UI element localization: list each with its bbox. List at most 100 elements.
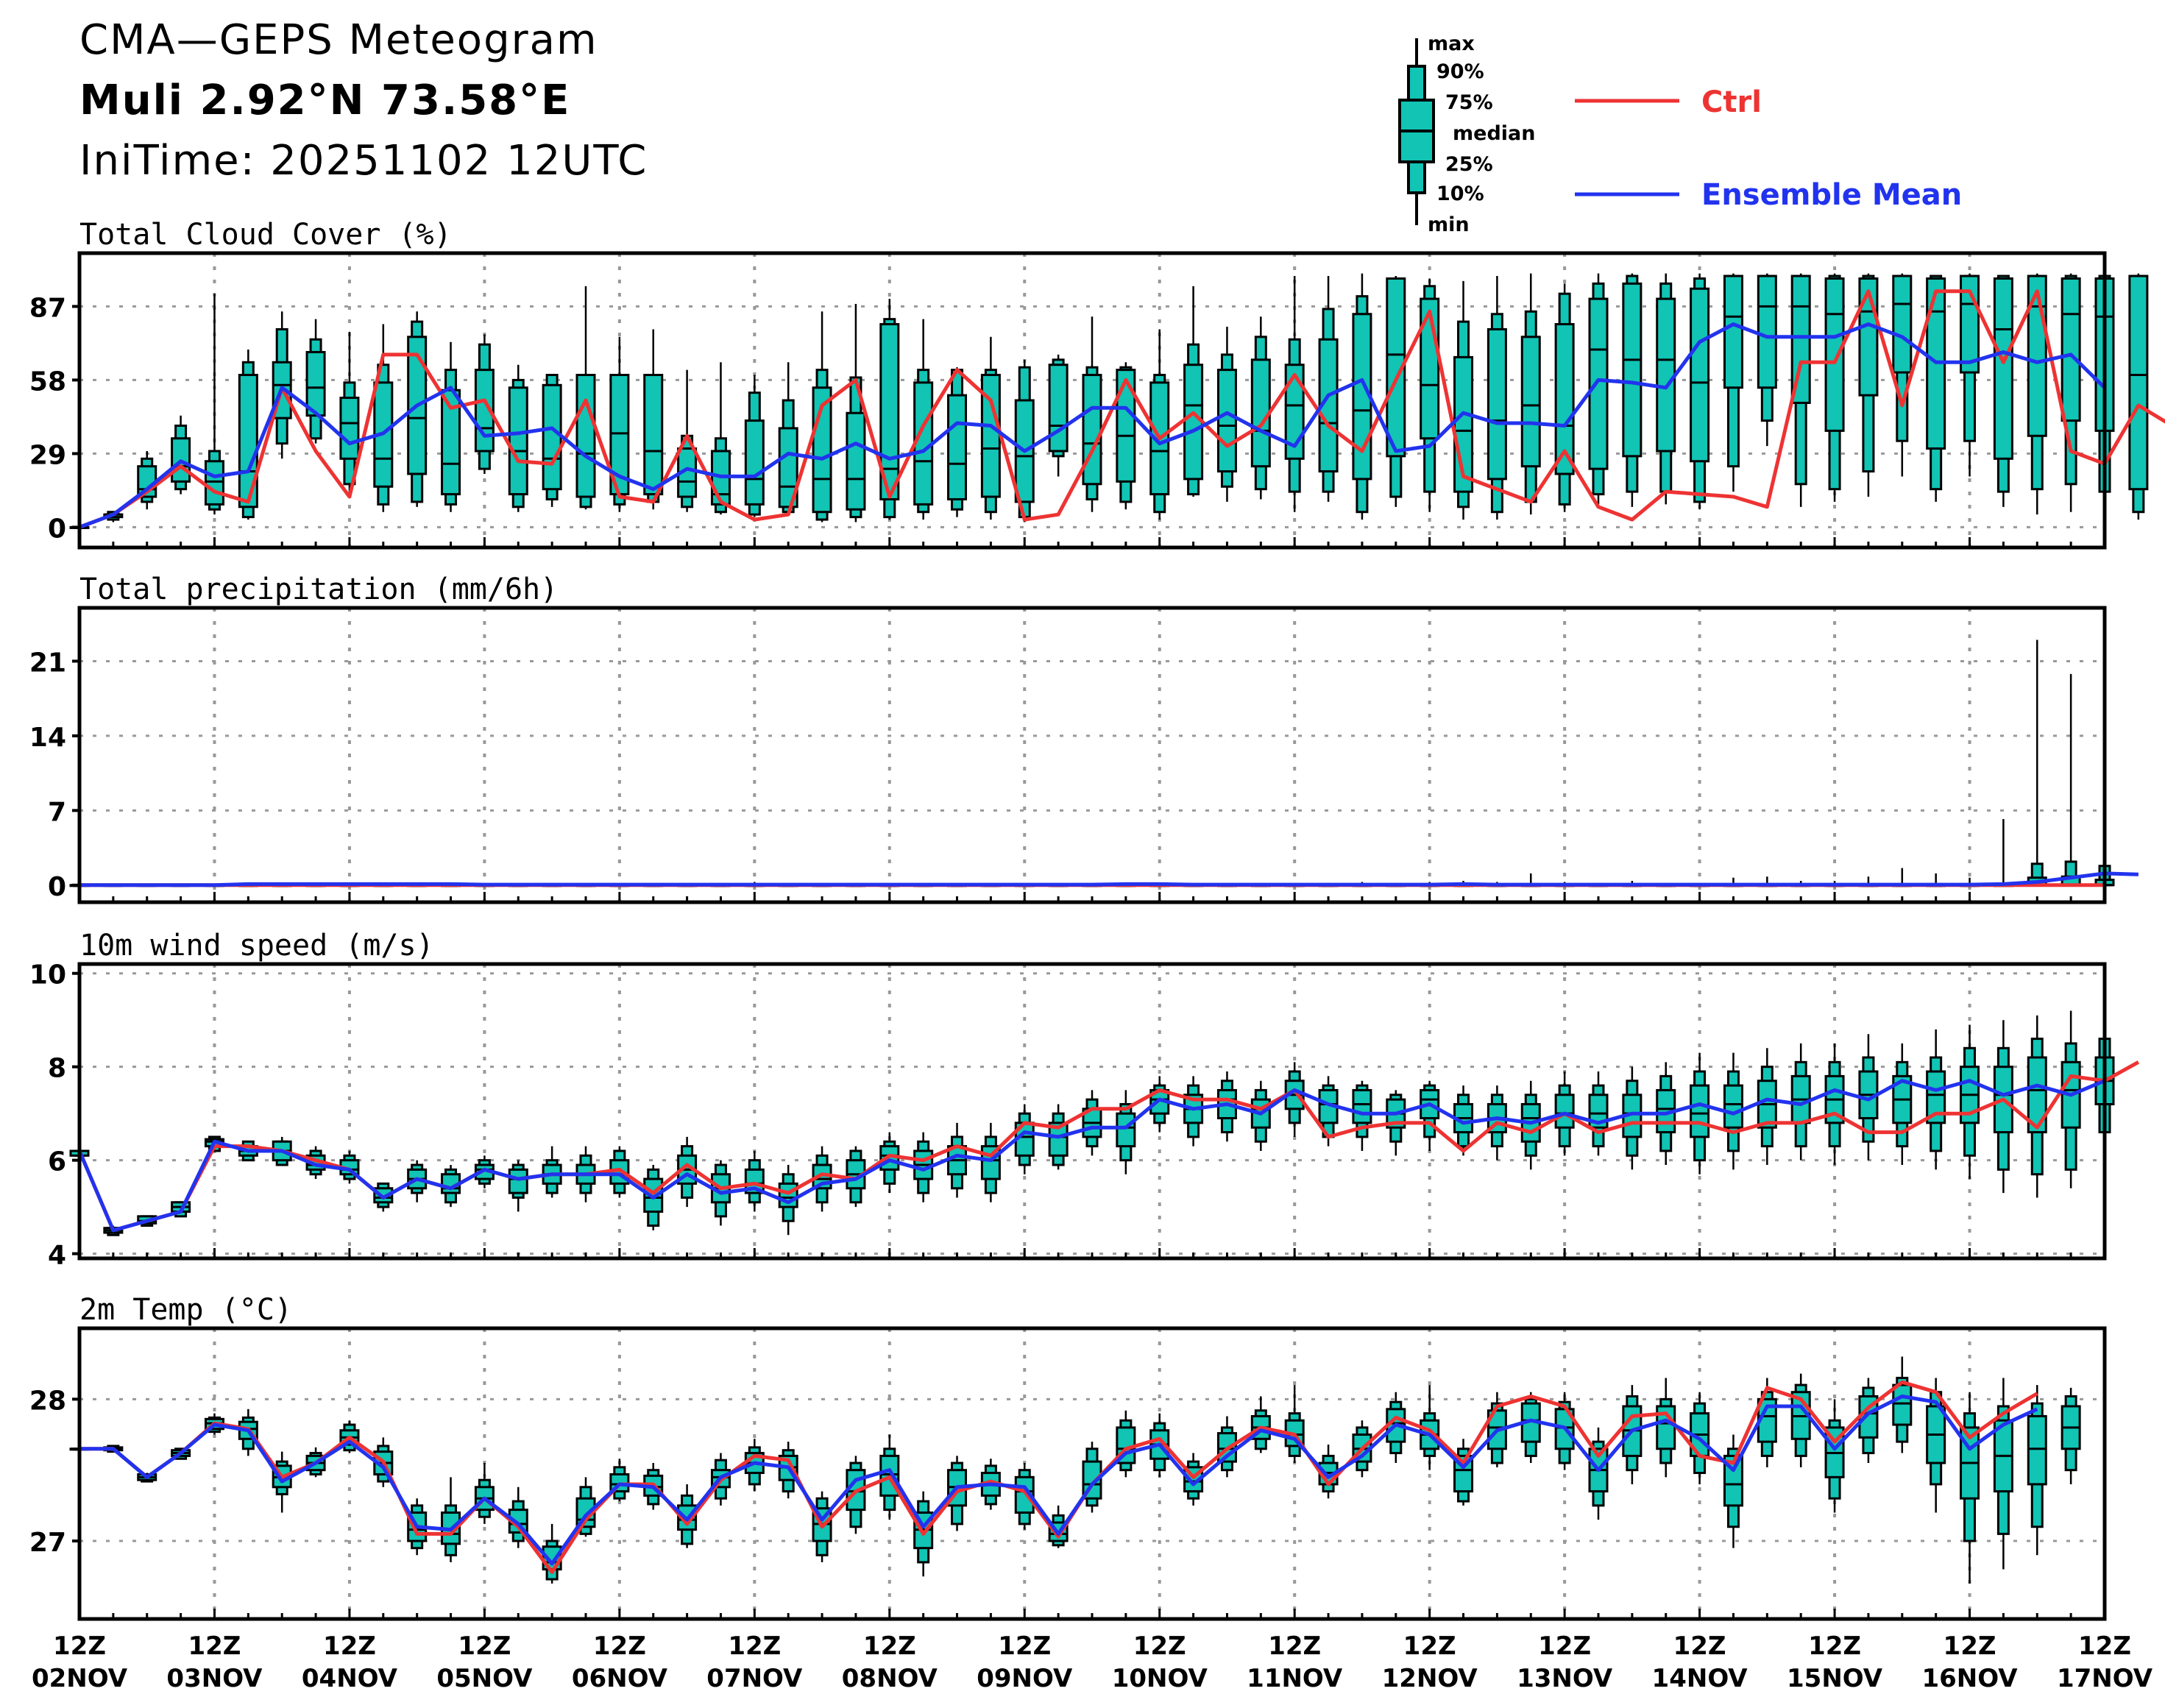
panel-3-box (1116, 1090, 1136, 1174)
legend-label-min: min (1428, 213, 1470, 236)
panel-1-ctrl-line (79, 289, 2165, 529)
panel-1-box (171, 415, 191, 495)
x-date-label: 03NOV (166, 1664, 263, 1693)
page-title: CMA—GEPS Meteogram (79, 16, 598, 64)
panel-1-ytick-label: 29 (29, 440, 66, 470)
panel-1-box (407, 311, 428, 507)
x-hour-label: 12Z (323, 1631, 376, 1661)
panel-1-box-inner (305, 350, 326, 417)
panel-3-box (441, 1165, 461, 1208)
panel-4-mean-line (79, 1395, 2038, 1566)
x-hour-label: 12Z (2078, 1631, 2131, 1661)
panel-4-box (474, 1463, 495, 1524)
panel-1-box (508, 364, 528, 512)
panel-1-box-inner (1082, 374, 1102, 486)
panel-1-box-inner (913, 381, 934, 506)
panel-1-box (542, 374, 562, 507)
panel-2-ytick-label: 14 (29, 723, 66, 753)
panel-3-box (1318, 1076, 1339, 1147)
panel-3-box (1622, 1066, 1643, 1170)
legend-label-median: median (1453, 122, 1535, 145)
x-date-label: 02NOV (32, 1664, 128, 1693)
x-hour-label: 12Z (1538, 1631, 1591, 1661)
panel-1-box (137, 450, 157, 510)
panel-1-box (305, 319, 326, 444)
panel-1-box-inner (1656, 297, 1676, 453)
panel-3-box (778, 1165, 798, 1236)
panel-1-box (441, 341, 461, 512)
legend-mean-label: Ensemble Mean (1701, 178, 1962, 212)
panel-1-box (1318, 276, 1339, 502)
panel-4-box (1824, 1399, 1845, 1513)
panel-1-box (1048, 354, 1069, 477)
panel-1-box (744, 375, 765, 517)
panel-2-frame (77, 606, 2107, 904)
panel-3-box (1183, 1076, 1204, 1147)
x-date-label: 10NOV (1112, 1664, 1208, 1693)
panel-4-box (1284, 1385, 1305, 1464)
panel-1-box (1892, 273, 1913, 477)
x-hour-label: 12Z (1403, 1631, 1456, 1661)
panel-2-ytick-label: 0 (48, 872, 66, 902)
panel-1-box-inner (2027, 274, 2047, 437)
panel-1-box-inner (575, 374, 596, 498)
legend-label-max: max (1428, 32, 1475, 55)
panel-3-mean-line (77, 1079, 2105, 1233)
panel-3-box (1082, 1090, 1102, 1156)
panel-1-total-cloud-cover: Total Cloud Cover (%) 0 29 58 87 (29, 218, 2165, 550)
panel-4-box (1960, 1392, 1980, 1584)
panel-1-box-inner (1892, 274, 1913, 374)
panel-3-box-inner (508, 1168, 528, 1194)
x-hour-label: 12Z (1673, 1631, 1726, 1661)
panel-1-box-inner (1993, 277, 2013, 460)
panel-3-box-inner (1352, 1088, 1372, 1124)
panel-1-box (272, 311, 292, 459)
panel-3-box-inner (1116, 1112, 1136, 1148)
panel-1-box (1622, 273, 1643, 507)
x-date-label: 07NOV (706, 1664, 803, 1693)
x-hour-label: 12Z (1268, 1631, 1321, 1661)
panel-1-box-inner (1250, 358, 1271, 468)
legend-label-10: 10% (1436, 183, 1484, 205)
panel-3-box (2027, 1015, 2047, 1198)
panel-4-title: 2m Temp (°C) (79, 1293, 292, 1327)
legend: max 90% 75% median 25% 10% min Ctrl Ense… (1398, 32, 1962, 236)
panel-1-box-inner (339, 397, 360, 460)
panel-1-box-inner (1690, 287, 1710, 463)
panel-1-box-inner (1520, 336, 1541, 468)
panel-4-box (1790, 1373, 1811, 1467)
panel-3-box (1892, 1043, 1913, 1166)
panel-1-box (677, 369, 698, 512)
panel-4-ytick-label: 27 (29, 1528, 66, 1558)
panel-1-box-inner (204, 460, 224, 506)
panel-1-box (238, 350, 258, 520)
x-date-label: 11NOV (1247, 1664, 1343, 1693)
panel-1-box (1487, 276, 1507, 520)
panel-4-box (1656, 1378, 1676, 1478)
panel-1-box-inner (238, 374, 258, 508)
panel-2-mean-line (79, 871, 2139, 887)
panel-3-box (508, 1160, 528, 1212)
panel-3-box-inner (1554, 1094, 1575, 1129)
panel-1-box-inner (1824, 277, 1845, 432)
panel-4-box (2027, 1385, 2047, 1556)
panel-1-box-inner (744, 419, 765, 506)
panel-3-10m-wind-speed-m-s: 10m wind speed (m/s) 4 6 8 10 (29, 929, 2140, 1271)
panel-1-box (339, 331, 360, 492)
panel-4-box (441, 1477, 461, 1562)
panel-3-box (1420, 1080, 1440, 1151)
x-hour-label: 12Z (728, 1631, 781, 1661)
panel-1-box (1554, 283, 1575, 512)
panel-1-box (1453, 280, 1474, 520)
panel-2-box (2027, 639, 2047, 887)
panel-3-title: 10m wind speed (m/s) (79, 929, 434, 963)
panel-4-box (1892, 1356, 1913, 1453)
panel-4-box-inner (1892, 1383, 1913, 1426)
panel-4-box-inner (2027, 1414, 2047, 1486)
panel-4-2m-temp-c: 2m Temp (°C) 27 28 (29, 1293, 2107, 1621)
panel-1-mean-line (79, 322, 2106, 529)
x-hour-label: 12Z (1808, 1631, 1861, 1661)
panel-3-box (1824, 1043, 1845, 1166)
panel-1-box-inner (1487, 327, 1507, 481)
panel-3-box (1250, 1080, 1271, 1151)
